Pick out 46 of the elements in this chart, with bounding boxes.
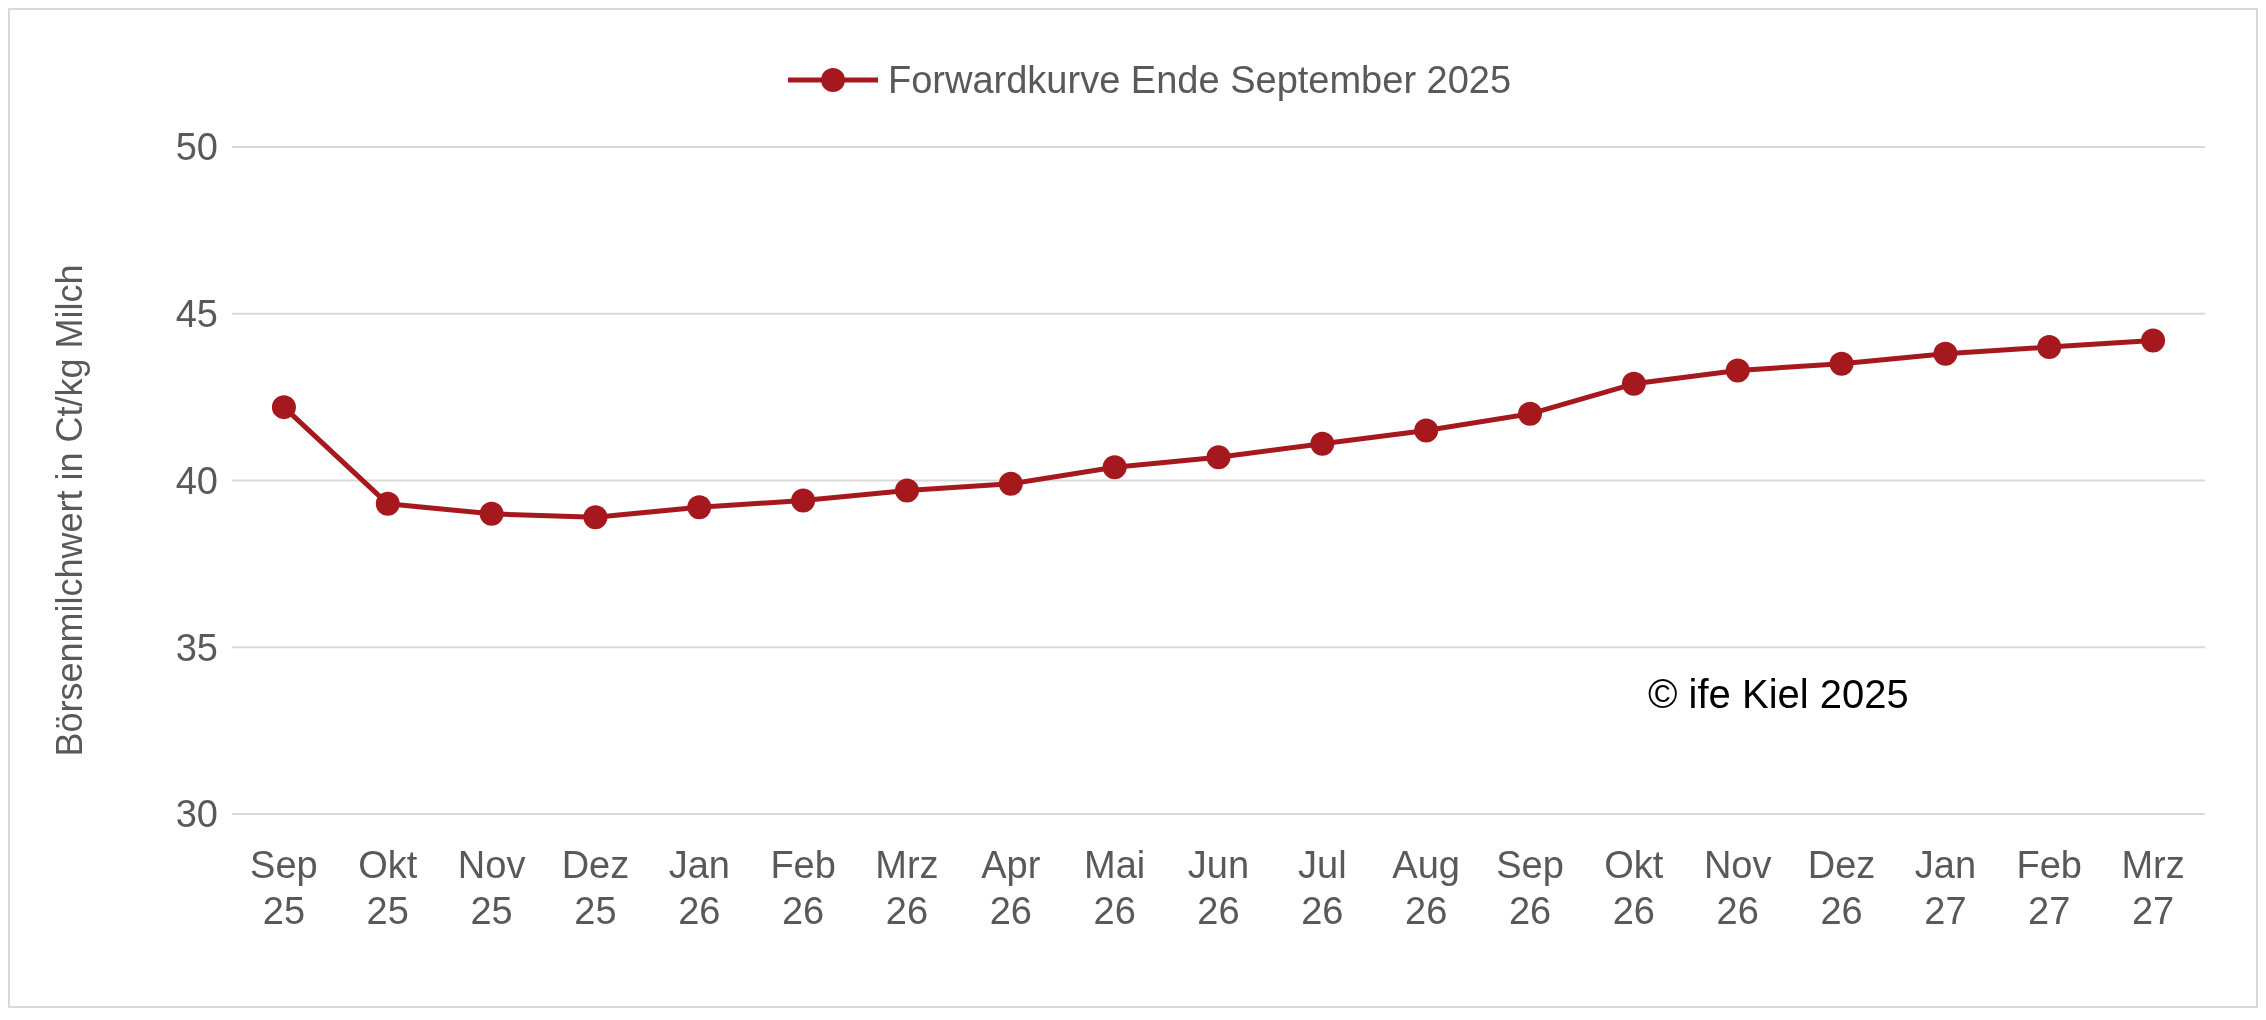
annotation: © ife Kiel 2025 [1648,672,1909,716]
x-tick-label: Aug 26 [1392,844,1460,932]
x-tick-label: Feb 27 [2016,844,2082,932]
y-tick-label: 45 [175,293,218,336]
y-tick-label: 35 [175,626,218,669]
x-tick-label: Jun 26 [1187,844,1250,932]
x-tick-label: Nov 25 [457,844,526,932]
point [1725,358,1750,383]
point [271,395,296,420]
x-tick-label: Okt 26 [1604,844,1664,932]
x-tick-label: Feb 26 [770,844,836,932]
x-tick-label: Sep 25 [250,844,318,932]
x-tick-label: Jan 27 [1914,844,1977,932]
y-tick-label: 30 [175,793,218,836]
point [1414,418,1439,443]
point [1829,351,1854,376]
point [1206,445,1231,470]
point [998,471,1023,496]
x-tick-label: Dez 25 [561,844,630,932]
x-tick-label: Jan 26 [668,844,730,932]
point [1933,341,1958,366]
point [687,495,712,520]
y-tick-label: 50 [175,126,218,169]
x-tick-label: Mrz 26 [875,844,939,932]
x-tick-label: Apr 26 [981,844,1041,932]
x-tick-label: Okt 25 [358,844,418,932]
point [583,505,608,530]
point [1102,455,1127,480]
y-axis-title: Börsenmilchwert in Ct/kg Milch [49,264,90,757]
x-tick-label: Jul 26 [1298,844,1347,932]
point [479,501,504,526]
x-tick-label: Dez 26 [1807,844,1876,932]
point [1310,431,1335,456]
point [2141,328,2166,353]
x-tick-label: Nov 26 [1703,844,1772,932]
x-tick-label: Mai 26 [1084,844,1146,932]
point [375,491,400,516]
point [1621,371,1646,396]
x-tick-label: Mrz 27 [2121,844,2185,932]
x-tick-label: Sep 26 [1496,844,1564,932]
point [2037,335,2062,360]
y-tick-label: 40 [175,459,218,502]
legend-label: Forwardkurve Ende September 2025 [888,59,1512,102]
point [1518,401,1543,426]
point [894,478,919,503]
point [791,488,816,513]
